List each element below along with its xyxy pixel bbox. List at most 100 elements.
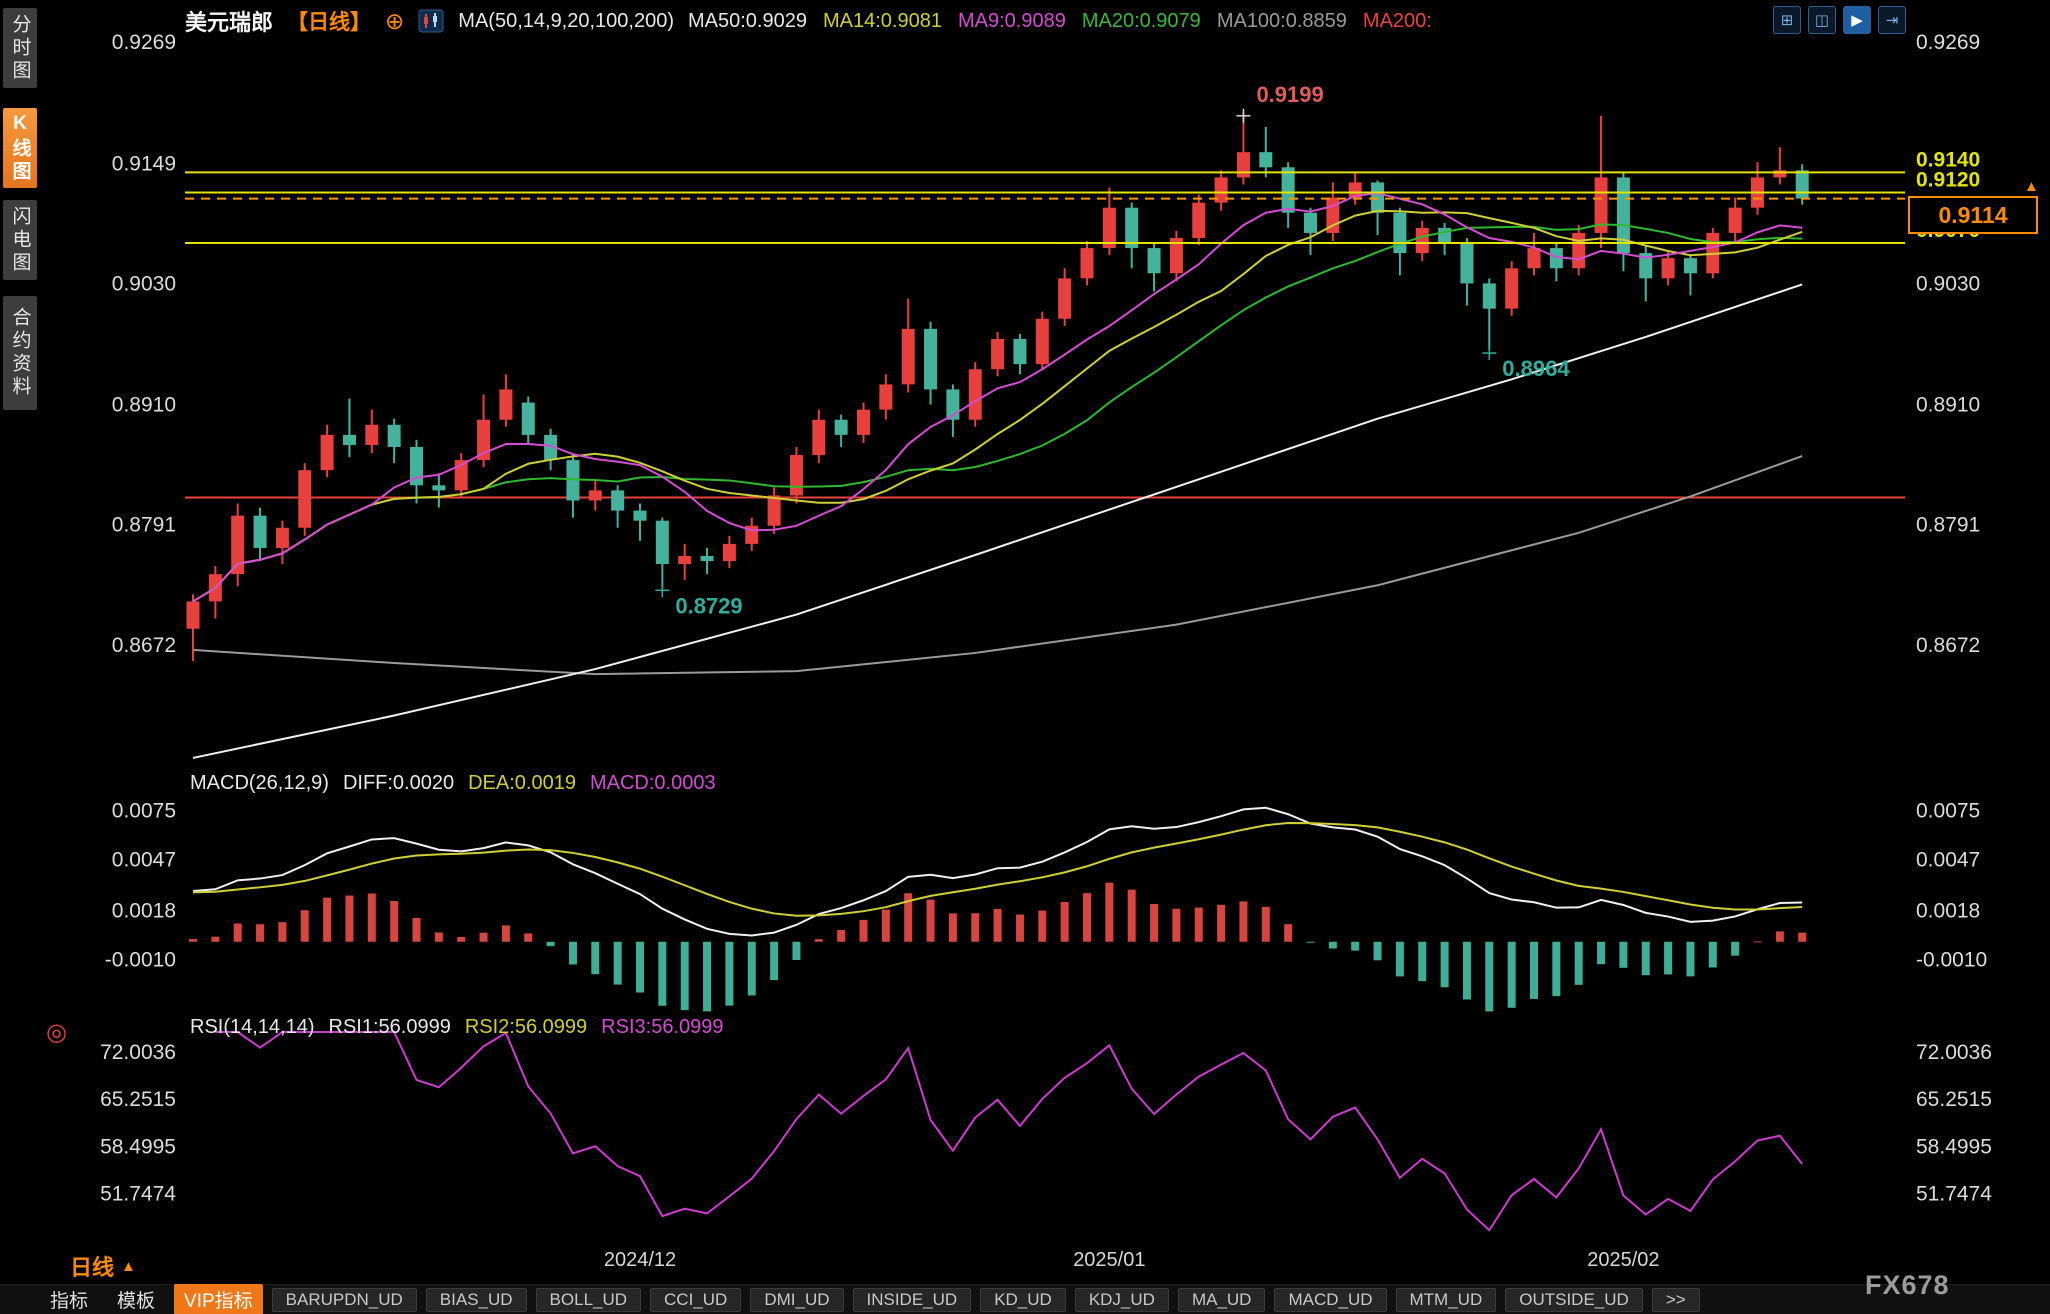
price-annotation: 0.9199	[1256, 82, 1323, 107]
candle-body	[1259, 152, 1273, 168]
period-selector-label: 日线	[70, 1255, 115, 1280]
macd-histogram-bar	[1798, 932, 1807, 942]
candle-body	[186, 601, 200, 629]
macd-histogram-bar	[747, 941, 756, 996]
macd-histogram-bar	[904, 893, 913, 942]
next-page-icon[interactable]: ⇥	[1878, 6, 1906, 34]
candle-body	[521, 402, 535, 435]
level-label-backing	[1910, 166, 2002, 193]
candle-body	[477, 419, 491, 461]
candle-body	[1348, 182, 1362, 198]
add-indicator-icon[interactable]: ⊕	[385, 7, 405, 34]
candle-body	[1415, 227, 1429, 254]
macd-histogram-bar	[1686, 941, 1695, 977]
macd-histogram-bar	[1127, 889, 1136, 942]
indicator-button-macd_ud[interactable]: MACD_UD	[1274, 1287, 1387, 1312]
macd-value: MACD:0.0003	[589, 772, 716, 794]
indicator-target-icon[interactable]: ◎	[46, 1019, 67, 1046]
macd-histogram-bar	[1172, 908, 1181, 942]
price-axis-label-left: 0.9030	[112, 272, 176, 295]
candle-body	[901, 328, 915, 385]
macd-axis-label-right: 0.0047	[1916, 849, 1980, 872]
indicator-button-ma_ud[interactable]: MA_UD	[1177, 1287, 1266, 1312]
candle-body	[1371, 182, 1385, 213]
macd-header: MACD(26,12,9) DIFF:0.0020 DEA:0.0019 MAC…	[190, 772, 716, 795]
candle-body	[767, 495, 781, 526]
macd-histogram-bar	[703, 941, 712, 1012]
candle-body	[432, 485, 446, 491]
sidebar-item-contract-info[interactable]: 合约资料	[3, 296, 37, 410]
macd-axis-label-right: 0.0018	[1916, 899, 1980, 922]
candle-body	[499, 389, 513, 420]
macd-histogram-bar	[1373, 941, 1382, 961]
price-axis-label-left: 0.9149	[112, 152, 176, 175]
macd-histogram-bar	[412, 917, 421, 942]
tab-indicators[interactable]: 指标	[50, 1291, 89, 1312]
candle-body	[1013, 338, 1027, 365]
macd-diff-line	[192, 806, 1803, 937]
sidebar-item-time-chart[interactable]: 分时图	[3, 8, 37, 88]
last-price-tag: 0.9114	[1908, 196, 2038, 234]
macd-histogram-bar	[501, 925, 510, 942]
chart-toolbar-icons: ⊞ ◫ ▶ ⇥	[1773, 6, 1906, 34]
symbol-name: 美元瑞郎	[185, 10, 274, 35]
macd-histogram-bar	[345, 895, 354, 942]
macd-histogram-bar	[1530, 941, 1538, 999]
sidebar-item-flash-chart[interactable]: 闪电图	[3, 200, 37, 280]
price-axis-label-right: 0.8791	[1916, 514, 1980, 537]
indicator-button-inside_ud[interactable]: INSIDE_UD	[852, 1287, 972, 1312]
price-axis-label-right: 0.8910	[1916, 394, 1980, 417]
macd-histogram-bar	[1619, 941, 1628, 968]
candle-body	[1393, 212, 1407, 254]
indicator-button-barupdn_ud[interactable]: BARUPDN_UD	[271, 1287, 417, 1312]
indicator-button-dmi_ud[interactable]: DMI_UD	[750, 1287, 844, 1312]
price-axis-label-left: 0.8791	[112, 514, 176, 537]
mini-kline-icon[interactable]	[418, 9, 444, 33]
multi-layout-icon[interactable]: ⊞	[1773, 6, 1801, 34]
kline-style-icon[interactable]: ◫	[1808, 6, 1836, 34]
ma-value-label: MA100:0.8859	[1216, 9, 1347, 32]
indicator-button-boll_ud[interactable]: BOLL_UD	[535, 1287, 642, 1312]
candle-body	[1527, 248, 1541, 269]
indicator-button-kdj_ud[interactable]: KDJ_UD	[1074, 1287, 1169, 1312]
rsi-title: RSI(14,14,14)	[190, 1016, 315, 1038]
indicator-button-kd_ud[interactable]: KD_UD	[980, 1287, 1066, 1312]
macd-histogram-bar	[211, 936, 220, 942]
tab-vip-indicators[interactable]: VIP指标	[174, 1284, 263, 1314]
price-annotation: 0.8729	[675, 593, 742, 618]
rsi-axis-label-left: 72.0036	[100, 1041, 176, 1064]
candle-body	[879, 384, 893, 410]
macd-histogram-bar	[1038, 910, 1047, 942]
rsi-header: RSI(14,14,14) RSI1:56.0999 RSI2:56.0999 …	[190, 1016, 724, 1039]
sidebar-item-kline-chart[interactable]: K线图	[3, 108, 37, 188]
date-axis-label: 2024/12	[604, 1249, 676, 1271]
indicator-button-bias_ud[interactable]: BIAS_UD	[425, 1287, 527, 1312]
candle-body	[1080, 248, 1094, 279]
indicator-button-cci_ud[interactable]: CCI_UD	[650, 1287, 742, 1312]
period-selector[interactable]: 日线 ▲	[70, 1250, 136, 1282]
candle-body	[1773, 170, 1787, 178]
candle-body	[1281, 167, 1295, 213]
indicator-button-mtm_ud[interactable]: MTM_UD	[1395, 1287, 1497, 1312]
candle-body	[588, 490, 602, 501]
tab-templates[interactable]: 模板	[117, 1291, 156, 1312]
toolbar-more-button[interactable]: >>	[1651, 1287, 1700, 1312]
playback-icon[interactable]: ▶	[1843, 6, 1871, 34]
price-axis-label-right: 0.8672	[1916, 634, 1980, 657]
rsi-axis-label-left: 65.2515	[100, 1088, 176, 1111]
candle-body	[1304, 212, 1317, 233]
watermark: FX678	[1865, 1270, 1950, 1300]
indicator-button-outside_ud[interactable]: OUTSIDE_UD	[1505, 1287, 1643, 1312]
macd-histogram-bar	[1731, 941, 1740, 956]
macd-histogram-bar	[1440, 941, 1449, 988]
macd-histogram-bar	[434, 932, 443, 942]
macd-histogram-bar	[1641, 941, 1650, 976]
macd-axis-label-left: 0.0018	[112, 899, 176, 922]
ma9-line	[192, 192, 1803, 603]
macd-histogram-bar	[256, 924, 265, 942]
macd-histogram-bar	[1753, 941, 1762, 943]
macd-histogram-bar	[457, 936, 466, 942]
candle-body	[1572, 232, 1586, 269]
ma-values: MA50:0.9029 MA14:0.9081 MA9:0.9089 MA20:0.9…	[688, 10, 1432, 33]
